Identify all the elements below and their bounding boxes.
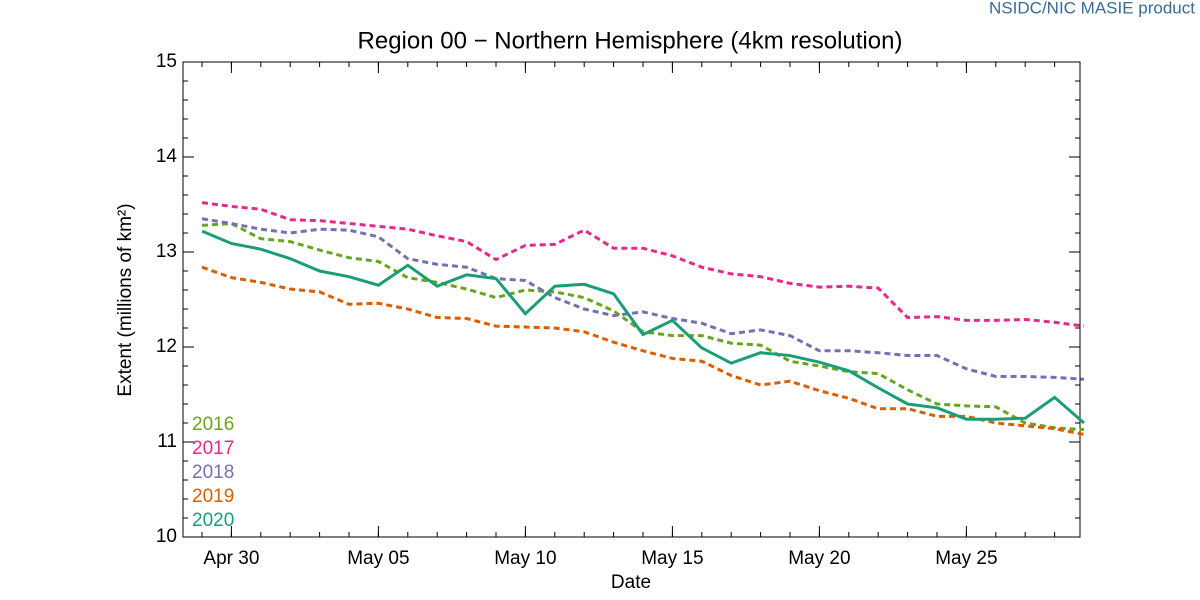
x-tick-label: May 25 <box>935 548 997 569</box>
series-line <box>201 229 1085 425</box>
series-line <box>201 217 1085 381</box>
x-axis-label: Date <box>611 572 651 593</box>
y-axis-label: Extent (millions of km²) <box>115 203 136 396</box>
series-line <box>201 221 1085 432</box>
x-tick-label: May 15 <box>641 548 703 569</box>
series-line <box>201 201 1085 328</box>
x-tick-label: Apr 30 <box>203 548 259 569</box>
legend-label: 2020 <box>192 510 234 531</box>
y-tick-label: 13 <box>156 241 177 262</box>
source-label: NSIDC/NIC MASIE product <box>989 0 1195 17</box>
legend-label: 2017 <box>192 438 234 459</box>
x-tick-label: May 20 <box>788 548 850 569</box>
x-tick-label: May 10 <box>494 548 556 569</box>
legend-label: 2019 <box>192 486 234 507</box>
plot-frame <box>182 61 1081 538</box>
y-tick-label: 11 <box>157 431 177 452</box>
x-tick-label: May 05 <box>347 548 409 569</box>
y-tick-label: 12 <box>156 336 177 357</box>
y-tick-label: 10 <box>156 526 177 547</box>
chart-title: Region 00 − Northern Hemisphere (4km res… <box>358 27 903 54</box>
legend-label: 2018 <box>192 462 234 483</box>
y-tick-label: 15 <box>156 51 177 72</box>
y-tick-label: 14 <box>156 146 178 167</box>
legend-label: 2016 <box>192 414 234 435</box>
series-line <box>201 265 1085 436</box>
